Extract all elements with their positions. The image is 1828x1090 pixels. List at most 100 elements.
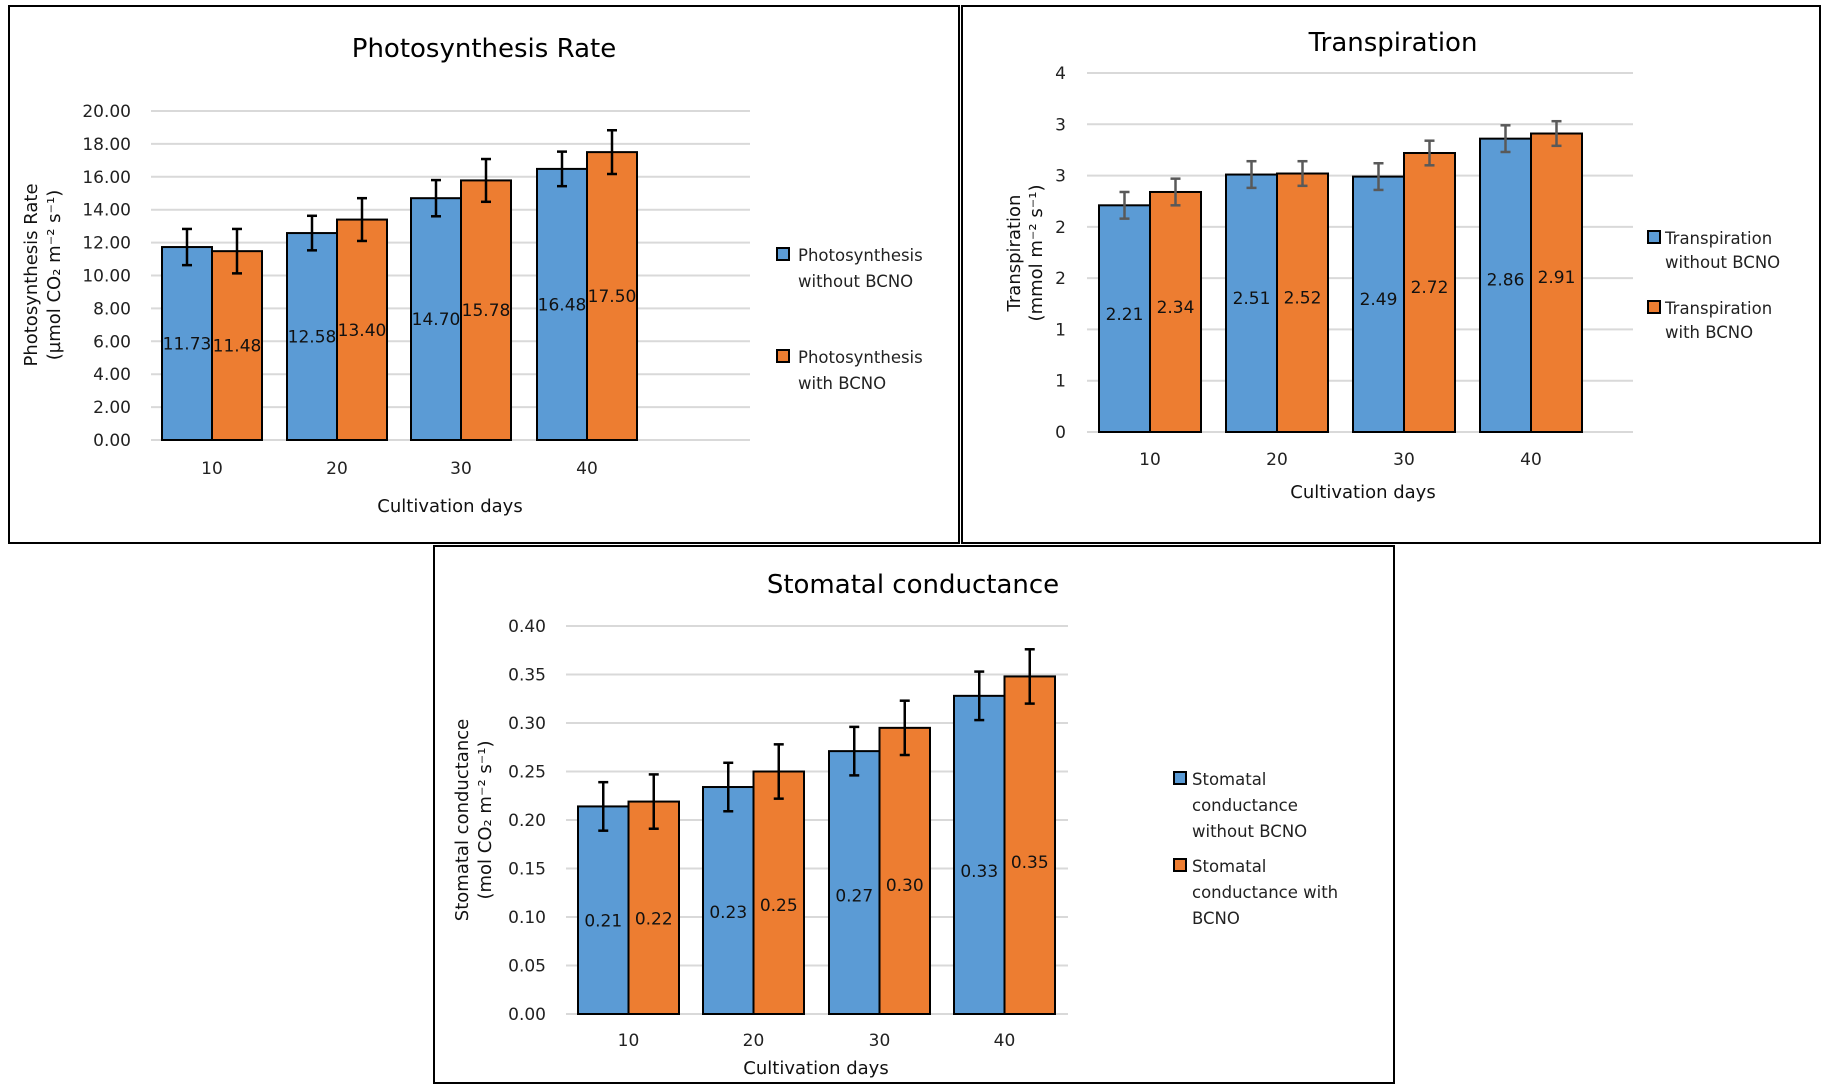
bar-with-bcno	[878, 726, 931, 1015]
y-tick-label: 6.00	[93, 332, 131, 352]
legend-swatch	[1647, 230, 1661, 244]
y-axis-title-line2: (mol CO₂ m⁻² s⁻¹)	[475, 740, 496, 899]
error-bar	[1297, 159, 1308, 188]
bar-without-bcno	[953, 694, 1006, 1016]
y-tick-label: 4	[1055, 64, 1066, 84]
error-bar	[1246, 159, 1257, 190]
x-tick-label: 40	[994, 1031, 1016, 1051]
data-label: 2.34	[1157, 298, 1195, 318]
legend-swatch	[1173, 771, 1187, 785]
error-bar	[557, 150, 567, 188]
error-bar	[899, 699, 910, 757]
y-tick-label: 16.00	[82, 168, 131, 188]
data-label: 11.48	[213, 337, 262, 357]
y-tick-label: 0.40	[508, 617, 546, 637]
bar-without-bcno	[1098, 204, 1151, 433]
y-axis-title-line1: Transpiration	[1004, 195, 1025, 313]
data-label: 0.23	[709, 903, 747, 923]
x-tick-label: 10	[1139, 450, 1161, 470]
y-tick-label: 0.00	[508, 1005, 546, 1025]
transpiration-chart: Transpiration Cultivation days Transpira…	[1004, 28, 1780, 503]
data-label: 13.40	[338, 321, 387, 341]
data-label: 2.52	[1284, 289, 1322, 309]
legend-swatch	[1647, 300, 1661, 314]
y-axis-title-line2: (mmol m⁻² s⁻¹)	[1026, 185, 1047, 322]
error-bar	[1551, 119, 1562, 148]
photosynthesis-chart: Photosynthesis Rate Cultivation days Pho…	[21, 34, 923, 517]
legend-swatch	[1173, 858, 1187, 872]
y-tick-label: 0.00	[93, 431, 131, 451]
data-label: 0.21	[584, 912, 622, 932]
legend-label: without BCNO	[1192, 822, 1307, 841]
legend-swatch	[776, 247, 790, 261]
x-tick-label: 20	[743, 1031, 765, 1051]
data-label: 2.91	[1538, 268, 1576, 288]
x-tick-label: 30	[869, 1031, 891, 1051]
legend-label: conductance	[1192, 796, 1298, 815]
x-axis-title: Cultivation days	[1290, 482, 1435, 503]
y-tick-label: 14.00	[82, 201, 131, 221]
legend-label: Transpiration	[1664, 229, 1772, 248]
y-tick-label: 2	[1055, 218, 1066, 238]
error-bar	[607, 128, 617, 176]
bar-without-bcno	[702, 786, 755, 1016]
y-axis-title-line1: Stomatal conductance	[452, 719, 473, 921]
error-bar	[182, 227, 192, 267]
legend-label: BCNO	[1192, 909, 1240, 928]
legend-label: Stomatal	[1192, 857, 1266, 876]
y-tick-label: 0.25	[508, 763, 546, 783]
x-tick-label: 10	[201, 459, 223, 479]
error-bar	[431, 178, 441, 218]
legend-label: Transpiration	[1664, 299, 1772, 318]
y-tick-label: 0.20	[508, 811, 546, 831]
y-tick-label: 0	[1055, 423, 1066, 443]
bar-without-bcno	[828, 750, 881, 1015]
y-tick-label: 20.00	[82, 102, 131, 122]
bar-with-bcno	[752, 770, 805, 1015]
legend-label: with BCNO	[798, 374, 886, 393]
error-bar	[1024, 648, 1035, 705]
data-label: 0.22	[635, 909, 673, 929]
error-bar	[773, 743, 784, 800]
bar-with-bcno	[1530, 132, 1583, 433]
data-label: 16.48	[538, 295, 587, 315]
data-label: 0.30	[886, 876, 924, 896]
bar-with-bcno	[1403, 152, 1456, 433]
legend-label: without BCNO	[1665, 253, 1780, 272]
y-tick-label: 4.00	[93, 365, 131, 385]
legend-entry: Transpiration without BCNO	[1647, 229, 1780, 272]
y-tick-label: 2.00	[93, 398, 131, 418]
bar-with-bcno	[1003, 675, 1056, 1015]
bar-with-bcno	[586, 151, 638, 441]
y-tick-label: 0.35	[508, 666, 546, 686]
chart-title: Transpiration	[1308, 28, 1478, 58]
x-tick-label: 10	[618, 1031, 640, 1051]
y-tick-label: 0.10	[508, 908, 546, 928]
bar-without-bcno	[1225, 173, 1278, 433]
bar-without-bcno	[1479, 137, 1532, 433]
error-bar	[357, 196, 367, 243]
legend-label: conductance with	[1192, 883, 1338, 902]
error-bar	[307, 214, 317, 252]
error-bar	[1424, 139, 1435, 167]
x-axis-title: Cultivation days	[743, 1058, 888, 1079]
legend-entry: Transpiration with BCNO	[1647, 299, 1772, 342]
data-label: 0.25	[760, 896, 798, 916]
y-tick-label: 1	[1055, 320, 1066, 340]
data-label: 17.50	[588, 287, 637, 307]
legend-label: Stomatal	[1192, 770, 1266, 789]
legend-entry: Photosynthesis without BCNO	[776, 246, 923, 291]
y-axis-title-line2: (µmol CO₂ m⁻² s⁻¹)	[44, 190, 65, 361]
legend-label: Photosynthesis	[798, 246, 923, 265]
error-bar	[1373, 162, 1384, 192]
data-label: 2.49	[1360, 290, 1398, 310]
data-label: 15.78	[462, 301, 511, 321]
data-label: 14.70	[412, 310, 461, 330]
y-tick-label: 1	[1055, 372, 1066, 392]
data-label: 12.58	[288, 328, 337, 348]
chart-title: Stomatal conductance	[767, 570, 1059, 600]
x-tick-label: 20	[1266, 450, 1288, 470]
chart-title: Photosynthesis Rate	[352, 34, 616, 64]
error-bar	[1500, 124, 1511, 154]
y-tick-label: 12.00	[82, 234, 131, 254]
